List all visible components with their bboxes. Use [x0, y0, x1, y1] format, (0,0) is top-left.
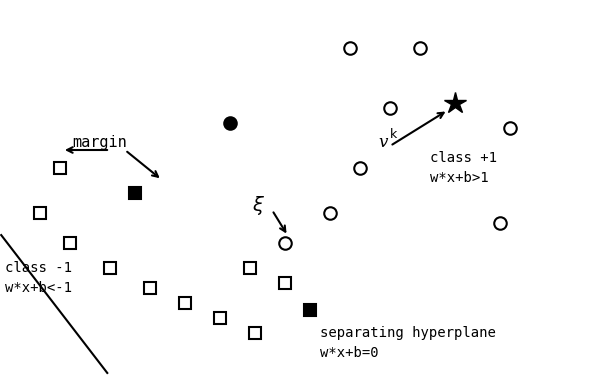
Text: margin: margin: [72, 135, 127, 150]
Text: class -1
w*x+b<-1: class -1 w*x+b<-1: [5, 261, 72, 295]
Text: class +1
w*x+b>1: class +1 w*x+b>1: [430, 151, 497, 185]
Text: k: k: [390, 129, 397, 141]
Text: ξ: ξ: [253, 197, 263, 215]
Text: separating hyperplane
w*x+b=0: separating hyperplane w*x+b=0: [320, 326, 496, 360]
Text: v: v: [378, 135, 388, 152]
